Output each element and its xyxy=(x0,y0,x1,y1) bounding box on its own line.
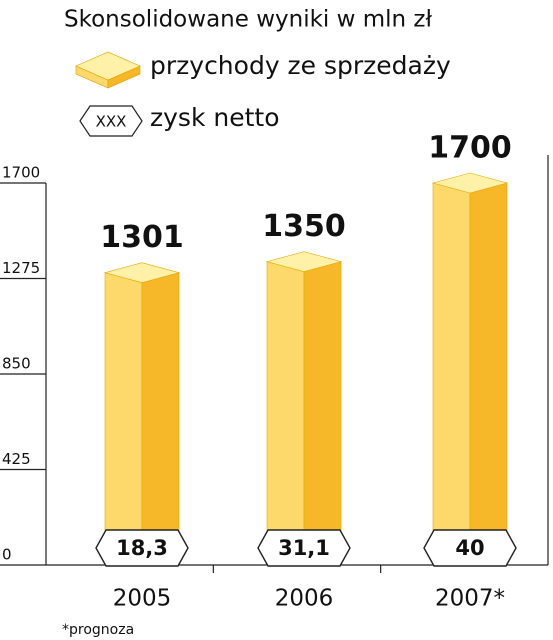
y-tick-label: 850 xyxy=(2,355,31,373)
profit-badge xyxy=(95,529,189,567)
bar-top xyxy=(265,251,343,272)
bar-face xyxy=(432,182,471,566)
x-tick-label: 2007* xyxy=(435,586,505,612)
value-label: 1700 xyxy=(428,131,512,166)
bar-face xyxy=(469,182,508,566)
chart-title: Skonsolidowane wyniki w mln zł xyxy=(64,7,432,33)
bar-top xyxy=(103,262,181,283)
legend-label: przychody ze sprzedaży xyxy=(150,51,451,80)
profit-label: 31,1 xyxy=(278,536,330,560)
bar-top xyxy=(431,172,509,194)
y-tick-label: 425 xyxy=(2,450,31,468)
bar-face xyxy=(266,261,305,566)
y-tick-label: 1275 xyxy=(2,259,40,277)
y-tick-label: 1700 xyxy=(2,164,40,182)
y-tick-label: 0 xyxy=(2,546,12,564)
legend-symbol xyxy=(79,105,143,137)
legend-swatch xyxy=(75,51,141,81)
x-tick-label: 2005 xyxy=(113,586,172,612)
bar-face xyxy=(104,272,143,566)
bar-face xyxy=(141,272,180,566)
legend-symbol-text: XXX xyxy=(96,113,127,131)
profit-badge xyxy=(423,529,517,567)
profit-badge xyxy=(257,529,351,567)
value-label: 1350 xyxy=(262,209,346,244)
profit-label: 40 xyxy=(455,536,484,560)
footnote: *prognoza xyxy=(62,622,134,638)
legend-label: zysk netto xyxy=(150,103,280,132)
profit-label: 18,3 xyxy=(116,536,168,560)
bar-face xyxy=(303,261,342,566)
x-tick-label: 2006 xyxy=(275,586,334,612)
value-label: 1301 xyxy=(100,220,184,255)
